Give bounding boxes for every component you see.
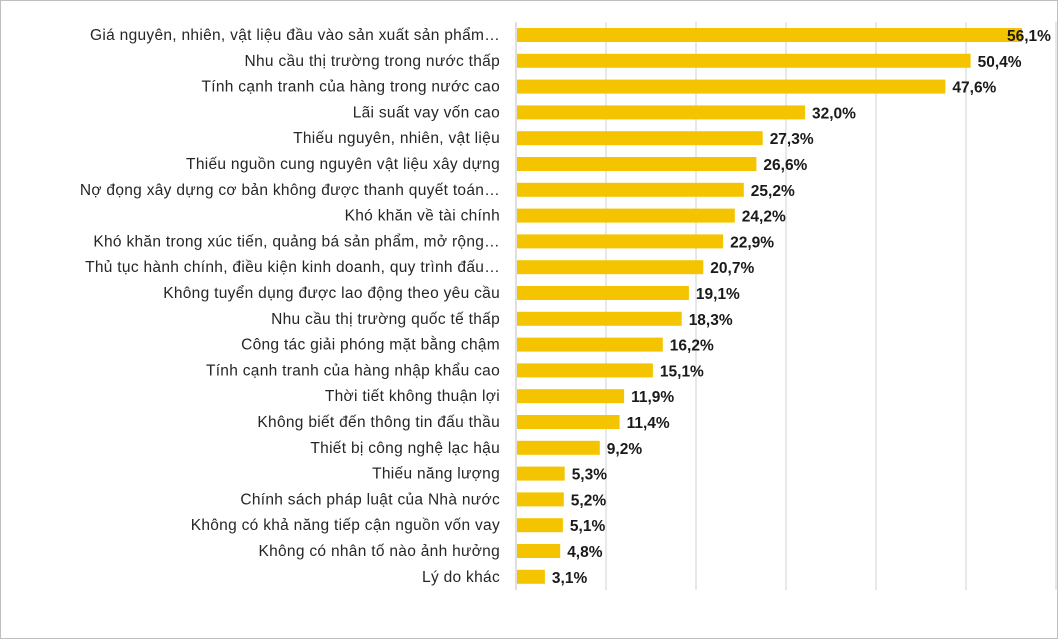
- category-label: Nhu cầu thị trường trong nước thấp: [245, 53, 501, 70]
- category-label: Khó khăn trong xúc tiến, quảng bá sản ph…: [93, 233, 500, 250]
- category-label: Không có khả năng tiếp cận nguồn vốn vay: [191, 517, 500, 534]
- category-label: Thiết bị công nghệ lạc hậu: [310, 440, 500, 457]
- bar: [517, 363, 653, 378]
- data-label: 5,3%: [572, 467, 608, 484]
- data-label: 4,8%: [567, 544, 603, 561]
- bar: [517, 518, 563, 533]
- bar: [517, 79, 946, 94]
- data-label: 9,2%: [607, 441, 643, 458]
- data-label: 5,1%: [570, 518, 606, 535]
- category-label: Không tuyển dụng được lao động theo yêu …: [163, 285, 500, 302]
- data-label: 3,1%: [552, 570, 588, 587]
- bar: [517, 208, 735, 223]
- category-label: Thiếu nguyên, nhiên, vật liệu: [293, 130, 500, 147]
- bar: [517, 234, 724, 249]
- data-label: 18,3%: [689, 312, 733, 329]
- category-label: Lý do khác: [422, 569, 500, 586]
- bar: [517, 440, 600, 455]
- data-label: 56,1%: [1007, 28, 1051, 45]
- data-label: 20,7%: [710, 260, 754, 277]
- bar: [517, 182, 744, 197]
- category-labels: Giá nguyên, nhiên, vật liệu đầu vào sản …: [80, 27, 500, 586]
- category-label: Công tác giải phóng mặt bằng chậm: [241, 337, 500, 354]
- bar: [517, 260, 704, 275]
- category-label: Lãi suất vay vốn cao: [353, 104, 500, 121]
- category-label: Chính sách pháp luật của Nhà nước: [240, 491, 500, 508]
- category-label: Giá nguyên, nhiên, vật liệu đầu vào sản …: [90, 27, 500, 44]
- category-label: Khó khăn về tài chính: [345, 208, 500, 225]
- bar: [517, 466, 565, 481]
- data-label: 11,9%: [631, 389, 674, 406]
- category-label: Nợ đọng xây dựng cơ bản không được thanh…: [80, 182, 500, 199]
- data-label: 5,2%: [571, 492, 607, 509]
- category-label: Thủ tục hành chính, điều kiện kinh doanh…: [85, 259, 500, 276]
- category-label: Thiếu năng lượng: [372, 466, 500, 483]
- data-label: 22,9%: [730, 234, 774, 251]
- bar: [517, 311, 682, 326]
- category-label: Thời tiết không thuận lợi: [325, 388, 500, 405]
- category-label: Tính cạnh tranh của hàng trong nước cao: [201, 79, 500, 96]
- data-label: 47,6%: [952, 80, 996, 97]
- data-label: 19,1%: [696, 286, 740, 303]
- data-label: 27,3%: [770, 131, 814, 148]
- category-label: Không biết đến thông tin đấu thầu: [257, 414, 500, 431]
- bar: [517, 286, 689, 300]
- data-label: 16,2%: [670, 338, 714, 355]
- category-label: Không có nhân tố nào ảnh hưởng: [258, 543, 500, 560]
- category-label: Tính cạnh tranh của hàng nhập khẩu cao: [206, 362, 500, 379]
- bar: [517, 28, 1022, 42]
- bar: [517, 415, 620, 429]
- data-labels: 56,1% 50,4% 47,6% 32,0% 27,3% 26,6% 25,2% 24,2%…: [552, 28, 1051, 587]
- bar: [517, 389, 625, 404]
- data-label: 15,1%: [660, 363, 704, 380]
- data-label: 24,2%: [742, 209, 786, 226]
- bar: [517, 569, 545, 584]
- bars: [517, 28, 1022, 584]
- category-label: Nhu cầu thị trường quốc tế thấp: [271, 311, 500, 328]
- bar: [517, 492, 564, 507]
- bar: [517, 131, 763, 146]
- data-label: 11,4%: [627, 415, 670, 432]
- bar: [517, 337, 663, 352]
- bar: [517, 157, 757, 171]
- data-label: 26,6%: [763, 157, 807, 174]
- category-label: Thiếu nguồn cung nguyên vật liệu xây dựn…: [186, 156, 500, 173]
- bar: [517, 544, 561, 558]
- bar: [517, 53, 971, 68]
- bar: [517, 105, 805, 120]
- data-label: 32,0%: [812, 105, 856, 122]
- data-label: 50,4%: [978, 54, 1022, 71]
- data-label: 25,2%: [751, 183, 795, 200]
